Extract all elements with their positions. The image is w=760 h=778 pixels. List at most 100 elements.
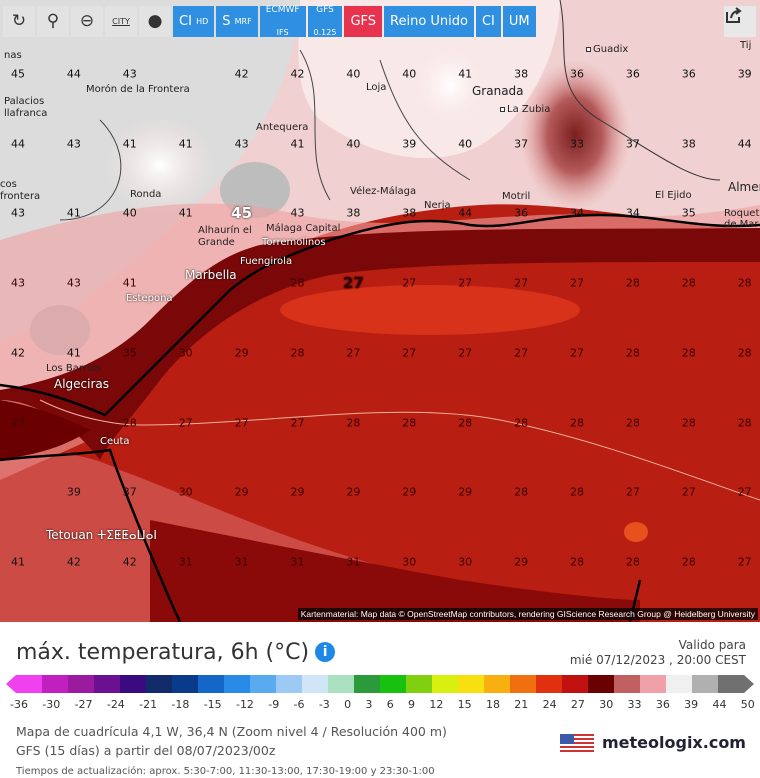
scale-tick-label: 30 xyxy=(599,698,614,711)
s-mrf-button[interactable]: S MRF xyxy=(216,6,258,37)
temperature-value: 28 xyxy=(681,276,696,290)
button-label: Reino Unido xyxy=(390,14,468,29)
temperature-value: 28 xyxy=(625,416,640,430)
temperature-value: 29 xyxy=(346,485,361,499)
temperature-value: 27 xyxy=(178,416,193,430)
us-flag-icon[interactable] xyxy=(560,733,594,752)
temperature-value: 27 xyxy=(570,276,584,290)
temperature-value: 27 xyxy=(514,276,529,290)
scale-tick-label: 44 xyxy=(712,698,727,711)
temperature-value: 37 xyxy=(514,137,529,151)
temperature-value: 44 xyxy=(11,137,25,151)
temperature-value: 27 xyxy=(681,485,696,499)
gfs-button[interactable]: GFS xyxy=(344,6,383,37)
temperature-value: 37 xyxy=(625,137,640,151)
temperature-value: 27 xyxy=(570,346,584,360)
scale-tick-label: -12 xyxy=(235,698,254,711)
brand[interactable]: meteologix.com xyxy=(560,733,746,752)
title-text: máx. temperatura, 6h (°C) xyxy=(16,640,310,665)
temperature-value: 31 xyxy=(346,555,361,569)
button-label: CITY xyxy=(112,17,130,26)
scale-swatch xyxy=(302,675,329,693)
scale-swatch xyxy=(458,675,485,693)
city-label: Ronda xyxy=(130,189,162,200)
ecmwf-ifs-button[interactable]: ECMWF IFS xyxy=(259,5,306,37)
temperature-value: 30 xyxy=(178,346,193,360)
temperature-value: 29 xyxy=(458,485,473,499)
temperature-value: 27 xyxy=(342,274,364,292)
scale-tick-label: 50 xyxy=(740,698,755,711)
temperature-value: 27 xyxy=(625,485,640,499)
temperature-value: 28 xyxy=(625,346,640,360)
scale-swatch xyxy=(276,675,303,693)
temperature-value: 27 xyxy=(11,416,25,430)
city-label: Málaga Capital xyxy=(266,223,341,234)
temperature-value: 28 xyxy=(402,416,417,430)
temperature-value: 31 xyxy=(178,555,193,569)
scale-swatch xyxy=(198,675,225,693)
temperature-value: 41 xyxy=(178,137,193,151)
temperature-value: 42 xyxy=(66,555,81,569)
scale-tick-label: 12 xyxy=(429,698,444,711)
button-sublabel: 0.125 xyxy=(313,28,337,37)
temperature-value: 30 xyxy=(458,555,473,569)
temperature-value: 40 xyxy=(458,137,473,151)
reino-unido-button[interactable]: Reino Unido xyxy=(384,6,474,37)
scale-swatch xyxy=(42,675,69,693)
city-label: Palacios xyxy=(4,96,45,107)
scale-tick-label: -9 xyxy=(268,698,280,711)
scale-tick-label: 39 xyxy=(684,698,699,711)
scale-tick-label: -24 xyxy=(106,698,125,711)
city-label: Marbella xyxy=(185,268,237,282)
scale-tick-label: -3 xyxy=(318,698,330,711)
city-label: llafranca xyxy=(4,108,48,119)
scale-tick-label: -15 xyxy=(203,698,222,711)
temperature-value: 28 xyxy=(681,555,696,569)
temperature-value: 42 xyxy=(122,555,137,569)
temperature-value: 44 xyxy=(66,67,81,81)
temperature-value: 37 xyxy=(122,485,137,499)
temperature-value: 29 xyxy=(402,485,417,499)
gfs-0-125-button[interactable]: GFS 0.125 xyxy=(307,5,343,37)
temperature-value: 42 xyxy=(234,67,249,81)
city-label: Morón de la Frontera xyxy=(86,84,190,95)
ci-hd-button[interactable]: CI HD xyxy=(173,6,215,37)
temperature-value: 28 xyxy=(122,416,137,430)
temperature-value: 28 xyxy=(737,346,752,360)
temperature-value: 30 xyxy=(178,485,193,499)
weather-map[interactable]: 45 44 43 42 42 40 40 41 38 36 36 36 39 44 43 41 41 43 41 40… xyxy=(0,0,760,622)
refresh-button[interactable]: ↻ xyxy=(3,6,35,37)
point-button[interactable]: ● xyxy=(139,6,171,37)
temperature-value: 28 xyxy=(737,416,752,430)
scale-tick-label: -36 xyxy=(10,698,28,711)
scale-swatch xyxy=(666,675,693,693)
temperature-value: 43 xyxy=(66,137,81,151)
scale-swatch xyxy=(380,675,407,693)
zoom-out-button[interactable]: ⊖ xyxy=(71,6,103,37)
temperature-value: 41 xyxy=(122,137,137,151)
scale-swatch xyxy=(250,675,277,693)
temperature-value: 28 xyxy=(570,555,584,569)
share-button[interactable] xyxy=(724,6,756,37)
scale-swatch xyxy=(588,675,615,693)
city-label: cos frontera xyxy=(0,179,41,202)
temperature-value: 28 xyxy=(514,416,529,430)
temperature-value: 30 xyxy=(402,555,417,569)
scale-swatch xyxy=(68,675,95,693)
ci-button[interactable]: CI xyxy=(475,6,501,37)
city-button[interactable]: CITY xyxy=(105,6,137,37)
um-button[interactable]: UM xyxy=(502,6,536,37)
temperature-value: 27 xyxy=(458,346,473,360)
city-label: Roquetas de Mar xyxy=(724,208,760,230)
temperature-value: 43 xyxy=(234,137,249,151)
scale-swatch xyxy=(718,675,745,693)
map-pin-button[interactable]: ⚲ xyxy=(37,6,69,37)
info-icon[interactable]: i xyxy=(315,642,336,662)
temperature-value: 28 xyxy=(458,416,473,430)
scale-tick-label: 33 xyxy=(627,698,642,711)
scale-swatch xyxy=(562,675,589,693)
temperature-value: 28 xyxy=(625,276,640,290)
map-meta: Mapa de cuadrícula 4,1 W, 36,4 N (Zoom n… xyxy=(16,722,447,760)
scale-tick-label: -30 xyxy=(42,698,61,711)
share-icon xyxy=(726,7,742,23)
